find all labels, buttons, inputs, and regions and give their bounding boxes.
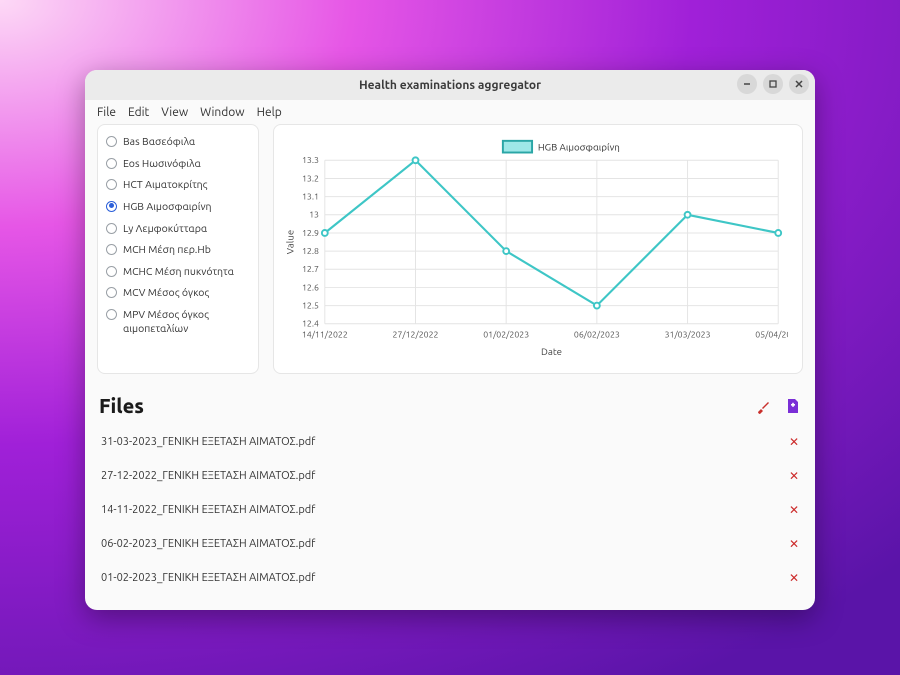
svg-text:12.6: 12.6 [302, 282, 319, 292]
file-row: 14-11-2022_ΓΕΝΙΚΗ ΕΞΕΤΑΣΗ ΑΙΜΑΤΟΣ.pdf✕ [99, 493, 801, 527]
menu-edit[interactable]: Edit [124, 106, 153, 119]
file-row: 01-02-2023_ΓΕΝΙΚΗ ΕΞΕΤΑΣΗ ΑΙΜΑΤΟΣ.pdf✕ [99, 561, 801, 595]
parameter-label: Bas Βασεόφιλα [123, 135, 195, 149]
parameter-label: MCH Μέση περ.Hb [123, 243, 211, 257]
parameter-label: MPV Μέσος όγκος αιμοπεταλίων [123, 308, 250, 335]
radio-indicator [106, 309, 117, 320]
svg-text:12.9: 12.9 [302, 228, 319, 238]
menu-file[interactable]: File [93, 106, 120, 119]
maximize-icon [768, 79, 778, 89]
delete-file-icon[interactable]: ✕ [789, 503, 799, 517]
file-name: 01-02-2023_ΓΕΝΙΚΗ ΕΞΕΤΑΣΗ ΑΙΜΑΤΟΣ.pdf [101, 572, 789, 584]
file-name: 14-11-2022_ΓΕΝΙΚΗ ΕΞΕΤΑΣΗ ΑΙΜΑΤΟΣ.pdf [101, 504, 789, 516]
radio-indicator [106, 266, 117, 277]
svg-text:14/11/2022: 14/11/2022 [302, 329, 348, 339]
menu-window[interactable]: Window [196, 106, 248, 119]
brush-icon[interactable] [755, 398, 771, 414]
file-row: 06-02-2023_ΓΕΝΙΚΗ ΕΞΕΤΑΣΗ ΑΙΜΑΤΟΣ.pdf✕ [99, 527, 801, 561]
delete-file-icon[interactable]: ✕ [789, 571, 799, 585]
minimize-button[interactable] [737, 74, 757, 94]
svg-text:13.2: 13.2 [302, 173, 319, 183]
close-icon [794, 79, 804, 89]
svg-text:05/04/2023: 05/04/2023 [755, 329, 788, 339]
radio-indicator [106, 158, 117, 169]
svg-text:12.4: 12.4 [302, 319, 319, 329]
parameter-radio-item[interactable]: MCV Μέσος όγκος [102, 282, 254, 304]
add-file-icon[interactable] [785, 398, 801, 414]
svg-text:12.5: 12.5 [302, 301, 319, 311]
parameter-label: Ly Λεμφοκύτταρα [123, 222, 207, 236]
parameter-list[interactable]: Bas Βασεόφιλα Eos Ηωσινόφιλα HCT Αιματοκρί… [98, 125, 258, 373]
svg-text:13.3: 13.3 [302, 155, 319, 165]
radio-indicator [106, 223, 117, 234]
parameter-label: MCV Μέσος όγκος [123, 286, 209, 300]
svg-text:13: 13 [309, 210, 319, 220]
delete-file-icon[interactable]: ✕ [789, 435, 799, 449]
parameter-sidebar: Bas Βασεόφιλα Eos Ηωσινόφιλα HCT Αιματοκρί… [97, 124, 259, 374]
parameter-label: Eos Ηωσινόφιλα [123, 157, 201, 171]
minimize-icon [742, 79, 752, 89]
delete-file-icon[interactable]: ✕ [789, 469, 799, 483]
chart-panel: 12.4 12.5 12.6 12.7 12.8 12.9 13 13.1 13.2 13.3 14… [273, 124, 803, 374]
svg-text:HGB Αιμοσφαιρίνη: HGB Αιμοσφαιρίνη [538, 142, 620, 153]
menu-view[interactable]: View [157, 106, 192, 119]
parameter-radio-item[interactable]: MPV Μέσος όγκος αιμοπεταλίων [102, 304, 254, 339]
file-row: 31-03-2023_ΓΕΝΙΚΗ ΕΞΕΤΑΣΗ ΑΙΜΑΤΟΣ.pdf✕ [99, 425, 801, 459]
maximize-button[interactable] [763, 74, 783, 94]
window-title: Health examinations aggregator [85, 79, 815, 92]
svg-text:06/02/2023: 06/02/2023 [574, 329, 620, 339]
svg-text:27/12/2022: 27/12/2022 [393, 329, 439, 339]
parameter-radio-item[interactable]: Eos Ηωσινόφιλα [102, 153, 254, 175]
line-chart: 12.4 12.5 12.6 12.7 12.8 12.9 13 13.1 13.2 13.3 14… [282, 135, 788, 359]
svg-text:Value: Value [285, 230, 296, 254]
files-title: Files [99, 394, 755, 417]
titlebar: Health examinations aggregator [85, 70, 815, 100]
file-list: 31-03-2023_ΓΕΝΙΚΗ ΕΞΕΤΑΣΗ ΑΙΜΑΤΟΣ.pdf✕27… [99, 425, 801, 595]
file-name: 31-03-2023_ΓΕΝΙΚΗ ΕΞΕΤΑΣΗ ΑΙΜΑΤΟΣ.pdf [101, 436, 789, 448]
parameter-radio-item[interactable]: Ly Λεμφοκύτταρα [102, 218, 254, 240]
svg-text:12.8: 12.8 [302, 246, 319, 256]
menu-help[interactable]: Help [253, 106, 286, 119]
file-name: 06-02-2023_ΓΕΝΙΚΗ ΕΞΕΤΑΣΗ ΑΙΜΑΤΟΣ.pdf [101, 538, 789, 550]
app-window: Health examinations aggregator File Edit… [85, 70, 815, 610]
parameter-radio-item[interactable]: HGB Αιμοσφαιρίνη [102, 196, 254, 218]
parameter-radio-item[interactable]: MCHC Μέση πυκνότητα [102, 261, 254, 283]
parameter-label: MCHC Μέση πυκνότητα [123, 265, 234, 279]
radio-indicator [106, 179, 117, 190]
files-section: Files 31-03-2023_ΓΕΝΙΚΗ ΕΞΕΤΑΣΗ ΑΙΜΑΤΟΣ.… [99, 394, 801, 595]
svg-text:31/03/2023: 31/03/2023 [665, 329, 711, 339]
svg-text:12.7: 12.7 [302, 264, 319, 274]
svg-text:13.1: 13.1 [302, 192, 319, 202]
radio-indicator [106, 287, 117, 298]
svg-text:Date: Date [541, 346, 562, 357]
delete-file-icon[interactable]: ✕ [789, 537, 799, 551]
file-name: 27-12-2022_ΓΕΝΙΚΗ ΕΞΕΤΑΣΗ ΑΙΜΑΤΟΣ.pdf [101, 470, 789, 482]
svg-text:01/02/2023: 01/02/2023 [483, 329, 529, 339]
parameter-radio-item[interactable]: MCH Μέση περ.Hb [102, 239, 254, 261]
parameter-radio-item[interactable]: HCT Αιματοκρίτης [102, 174, 254, 196]
parameter-label: HCT Αιματοκρίτης [123, 178, 207, 192]
radio-indicator [106, 136, 117, 147]
menubar: File Edit View Window Help [85, 100, 815, 124]
radio-indicator [106, 201, 117, 212]
file-row: 27-12-2022_ΓΕΝΙΚΗ ΕΞΕΤΑΣΗ ΑΙΜΑΤΟΣ.pdf✕ [99, 459, 801, 493]
window-controls [737, 74, 809, 94]
radio-indicator [106, 244, 117, 255]
parameter-radio-item[interactable]: Bas Βασεόφιλα [102, 131, 254, 153]
parameter-label: HGB Αιμοσφαιρίνη [123, 200, 212, 214]
close-button[interactable] [789, 74, 809, 94]
